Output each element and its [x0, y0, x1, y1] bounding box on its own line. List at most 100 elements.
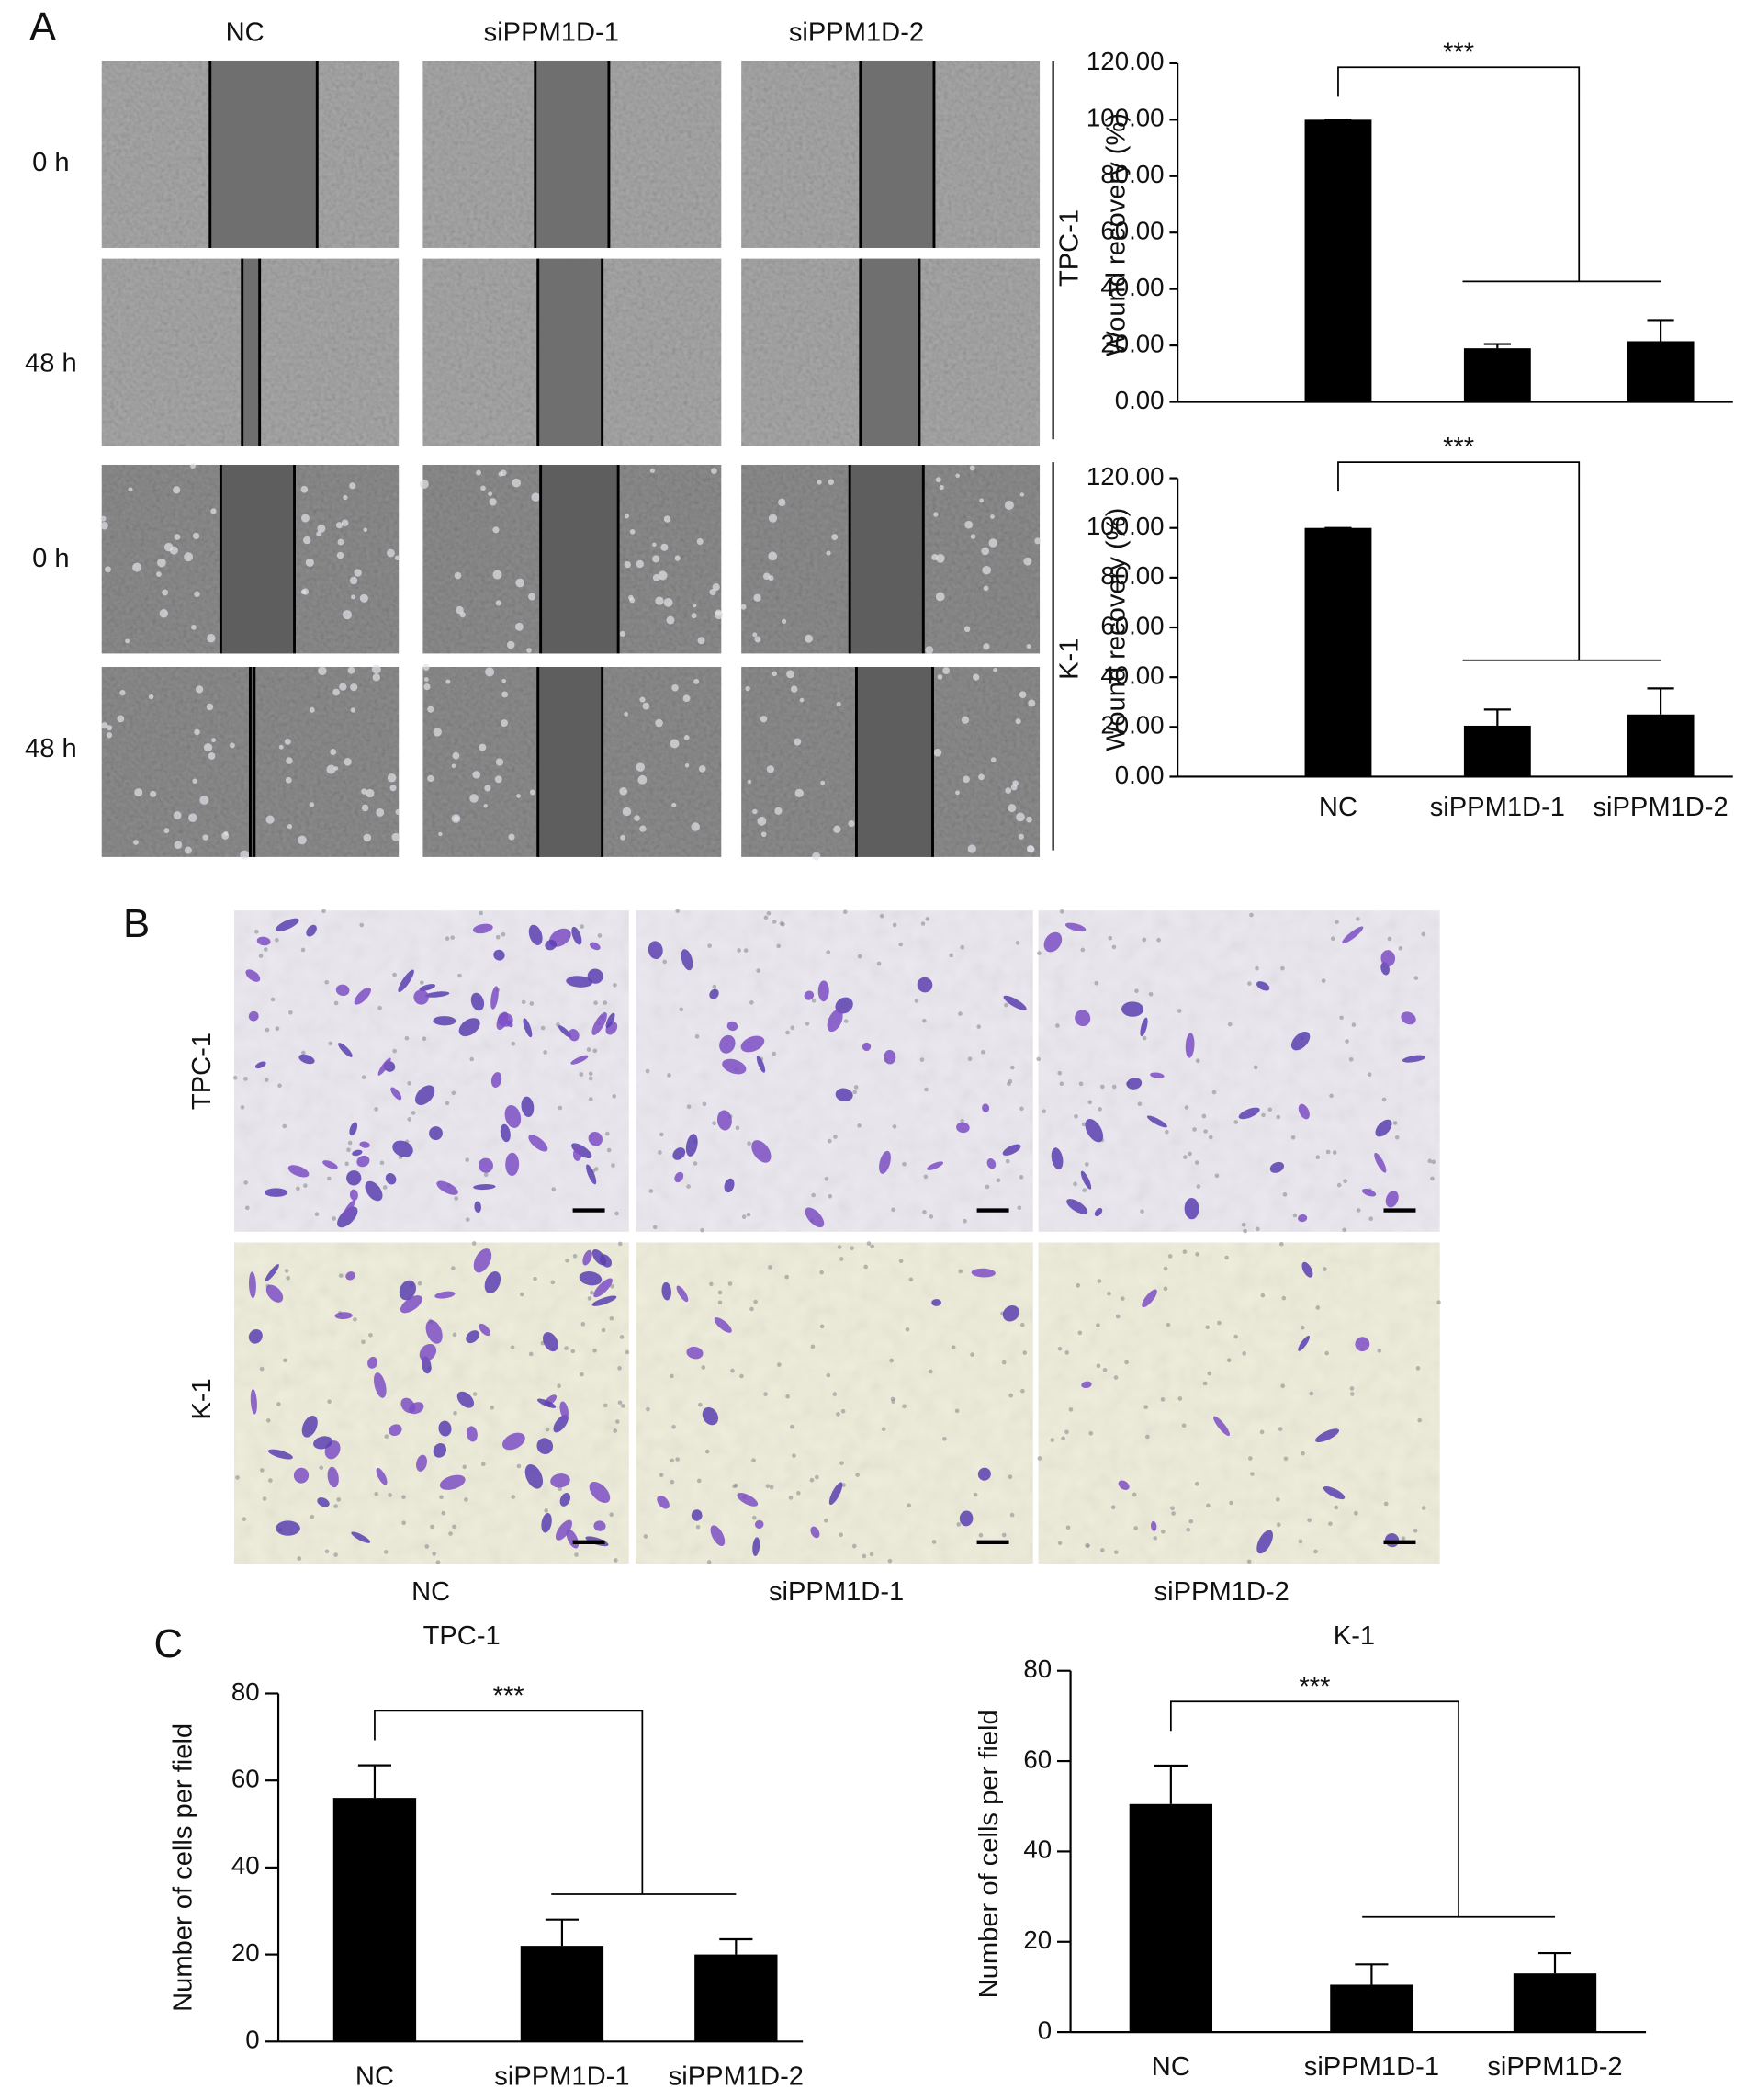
cell [622, 807, 632, 817]
y-tick-label: 40 [1023, 1835, 1052, 1864]
stained-cell [345, 1271, 355, 1281]
cell [100, 521, 108, 530]
pore [776, 943, 782, 949]
pore [1392, 1121, 1398, 1125]
x-tick-label: siPPM1D-1 [494, 2061, 629, 2091]
stained-cell [265, 1188, 288, 1197]
pore [601, 1327, 606, 1333]
stained-cell [971, 1268, 996, 1278]
stained-cell [751, 1140, 772, 1163]
pore [776, 1362, 782, 1367]
cell [760, 716, 768, 723]
pore [1334, 1505, 1339, 1510]
pore [795, 1491, 801, 1496]
x-tick-label: NC [1319, 793, 1357, 822]
pore [1085, 1543, 1089, 1548]
wound-gap [537, 666, 603, 857]
pore [333, 1504, 338, 1509]
y-tick-label: 20 [231, 1938, 260, 1967]
pore [1078, 1081, 1084, 1087]
pore [1339, 1015, 1344, 1021]
cell [330, 749, 337, 755]
stained-cell [1298, 1335, 1310, 1351]
pore [359, 922, 365, 928]
stained-cell [1355, 1337, 1370, 1352]
pore [765, 1484, 771, 1488]
pore [1250, 1472, 1255, 1476]
pore [614, 1211, 619, 1216]
stained-cell [521, 1096, 535, 1117]
stained-cell [334, 1312, 353, 1320]
pore [1171, 1511, 1176, 1516]
pore [303, 1183, 308, 1188]
pore [1068, 1407, 1074, 1412]
stained-cell [986, 1158, 997, 1169]
stained-cell [346, 1170, 362, 1186]
pore [1165, 1129, 1169, 1135]
pore [1354, 1510, 1358, 1516]
stained-cell [479, 1323, 491, 1337]
pore [870, 1244, 874, 1249]
pore [1186, 1527, 1191, 1532]
pore [324, 979, 330, 985]
stained-cell [648, 941, 663, 960]
cell [619, 786, 628, 796]
pore [706, 1560, 712, 1564]
pore [1111, 1084, 1117, 1090]
stained-cell [724, 1178, 735, 1193]
pore [1349, 1392, 1355, 1396]
pore [1253, 1065, 1258, 1070]
cell [195, 685, 204, 694]
pore [377, 1005, 382, 1010]
pore [1211, 1090, 1217, 1095]
cell [955, 473, 960, 478]
pore [826, 950, 831, 954]
pore [923, 1174, 929, 1180]
stained-cell [1043, 931, 1063, 953]
pore [296, 1186, 300, 1191]
pore [574, 1552, 579, 1557]
pore [259, 1366, 265, 1372]
cell [982, 565, 992, 575]
pore [558, 1105, 563, 1111]
cell [684, 763, 690, 768]
pore [1061, 1436, 1065, 1441]
stained-cell [436, 1180, 458, 1195]
pore [1019, 1106, 1024, 1112]
pore [417, 1281, 422, 1286]
cell [194, 591, 200, 597]
cell [981, 547, 990, 556]
stained-cell [593, 1520, 606, 1531]
pore [686, 1184, 691, 1189]
image-background [233, 910, 629, 1232]
significance-bracket [374, 1710, 644, 1895]
pore [454, 1196, 459, 1201]
stained-cell [419, 1343, 437, 1361]
pore [751, 1458, 756, 1463]
cell [693, 678, 700, 684]
pore [1430, 1176, 1435, 1181]
pore [928, 1369, 933, 1374]
pore [268, 1478, 273, 1483]
pore [451, 1266, 456, 1270]
pore [659, 1132, 664, 1137]
cell [1015, 718, 1021, 725]
pore [1188, 1151, 1192, 1157]
cell [972, 673, 980, 681]
pore [430, 1524, 434, 1530]
cell [768, 575, 774, 581]
pore [1343, 1179, 1347, 1184]
pore [361, 1075, 366, 1079]
cell [970, 534, 976, 539]
pore [258, 954, 264, 958]
pore [866, 1241, 872, 1246]
cell [1019, 492, 1025, 497]
cell [778, 498, 786, 507]
cell [964, 520, 974, 529]
pore [978, 1532, 984, 1538]
cell [933, 748, 942, 757]
stained-cell [593, 1278, 613, 1298]
pore [338, 1273, 344, 1278]
cell [794, 788, 804, 798]
pore [732, 1484, 737, 1489]
